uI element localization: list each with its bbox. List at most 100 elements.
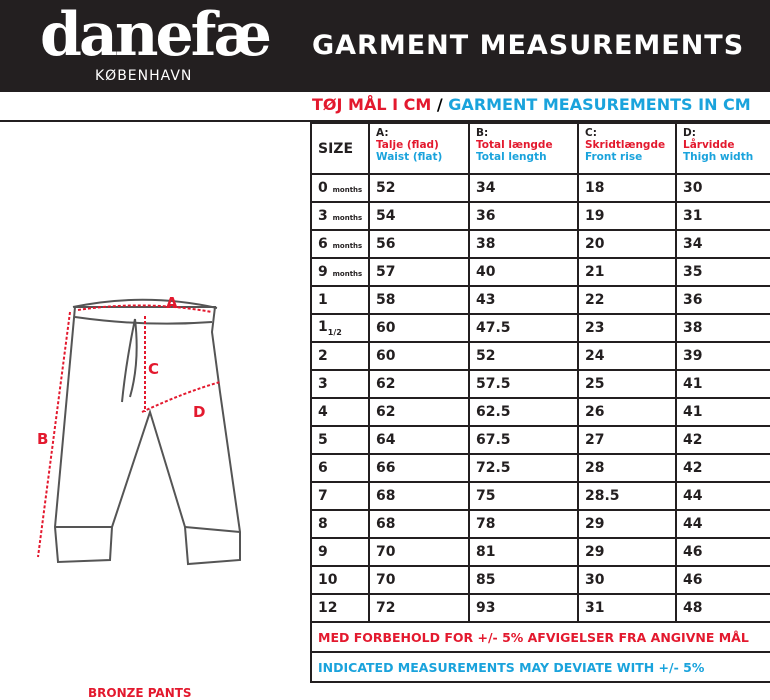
label-a: A [166,294,178,312]
measure-cell: 67.5 [468,425,579,455]
measure-cell: 22 [577,285,677,315]
size-cell: 9 [310,537,370,567]
size: 10 [318,572,338,588]
measure-cell: 68 [368,509,470,539]
size: 4 [318,404,328,420]
measure-cell: 39 [675,341,770,371]
measure-cell: 70 [368,565,470,595]
label-c: C [148,360,159,378]
size-cell: 1 [310,285,370,315]
measure-cell: 62 [368,369,470,399]
measure-cell: 44 [675,481,770,511]
brand-city: KØBENHAVN [95,68,193,84]
label-b: B [37,430,48,448]
size-cell: 5 [310,425,370,455]
column-letter: D: [683,127,696,139]
size: 2 [318,348,328,364]
size-row: 6 months 56 38 20 34 [310,229,770,259]
measure-cell: 28.5 [577,481,677,511]
subtitle-separator: / [436,95,443,114]
measure-cell: 72 [368,593,470,623]
measure-cell: 93 [468,593,579,623]
subtitle-english: GARMENT MEASUREMENTS IN CM [448,95,751,114]
size-cell: 2 [310,341,370,371]
measure-cell: 19 [577,201,677,231]
size-cell: 6 months [310,229,370,259]
measure-cell: 81 [468,537,579,567]
measure-cell: 70 [368,537,470,567]
header-title: GARMENT MEASUREMENTS [312,30,745,61]
note-danish: MED FORBEHOLD FOR +/- 5% AFVIGELSER FRA … [310,621,770,653]
size-row: 10 70 85 30 46 [310,565,770,595]
measure-cell: 25 [577,369,677,399]
note-row: INDICATED MEASUREMENTS MAY DEVIATE WITH … [310,651,770,683]
header-row: SIZE A: Talje (flad) Waist (flat) B: Total læ… [310,122,770,175]
size-unit: months [332,270,363,278]
column-header: C: Skridtlængde Front rise [577,122,677,175]
measure-cell: 52 [468,341,579,371]
size: 0 [318,180,328,196]
size: 1 [318,319,328,335]
measure-cell: 72.5 [468,453,579,483]
size: 6 [318,236,328,252]
measure-cell: 34 [675,229,770,259]
measure-cell: 64 [368,425,470,455]
size-row: 6 66 72.5 28 42 [310,453,770,483]
column-english: Thigh width [683,151,754,163]
measure-cell: 21 [577,257,677,287]
subtitle-danish: TØJ MÅL I CM [312,95,432,114]
measure-cell: 46 [675,537,770,567]
size-row: 3 62 57.5 25 41 [310,369,770,399]
note-row: MED FORBEHOLD FOR +/- 5% AFVIGELSER FRA … [310,621,770,653]
column-letter: A: [376,127,389,139]
column-danish: Lårvidde [683,139,735,151]
size: 12 [318,600,338,616]
measure-cell: 57.5 [468,369,579,399]
size: 3 [318,376,328,392]
column-danish: Skridtlængde [585,139,666,151]
size-cell: 8 [310,509,370,539]
measure-cell: 38 [675,313,770,343]
size-row: 2 60 52 24 39 [310,341,770,371]
size-cell: 9 months [310,257,370,287]
size-cell: 10 [310,565,370,595]
measure-cell: 75 [468,481,579,511]
measure-cell: 60 [368,341,470,371]
size-header: SIZE [310,122,370,175]
measure-cell: 42 [675,425,770,455]
measure-cell: 34 [468,173,579,203]
measure-cell: 41 [675,397,770,427]
size: 1 [318,292,328,308]
divider [0,120,770,122]
label-d: D [193,403,205,421]
measure-cell: 41 [675,369,770,399]
measure-cell: 35 [675,257,770,287]
measure-cell: 48 [675,593,770,623]
measure-cell: 30 [577,565,677,595]
column-english: Front rise [585,151,643,163]
size-unit: months [332,242,363,250]
size-fraction: 1/2 [327,328,342,337]
measure-cell: 60 [368,313,470,343]
measure-cell: 29 [577,509,677,539]
measure-cell: 29 [577,537,677,567]
size-row: 9 months 57 40 21 35 [310,257,770,287]
measure-cell: 24 [577,341,677,371]
measure-cell: 28 [577,453,677,483]
measure-cell: 44 [675,509,770,539]
measure-cell: 68 [368,481,470,511]
measure-cell: 78 [468,509,579,539]
measure-cell: 52 [368,173,470,203]
size-row: 5 64 67.5 27 42 [310,425,770,455]
column-letter: B: [476,127,489,139]
measure-cell: 46 [675,565,770,595]
measure-cell: 57 [368,257,470,287]
size: 7 [318,488,328,504]
size-row: 0 months 52 34 18 30 [310,173,770,203]
column-header: B: Total længde Total length [468,122,579,175]
measure-cell: 36 [468,201,579,231]
table-wrap: SIZE A: Talje (flad) Waist (flat) B: Total læ… [310,122,770,696]
size-cell: 6 [310,453,370,483]
measure-cell: 27 [577,425,677,455]
measure-cell: 38 [468,229,579,259]
